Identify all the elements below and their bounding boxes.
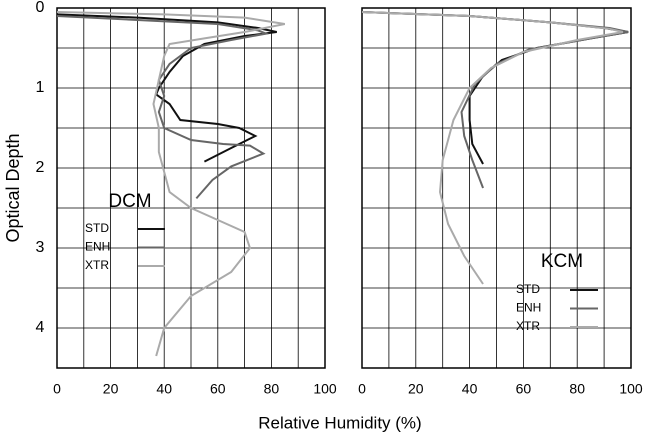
y-tick-label: 1 (36, 79, 45, 96)
x-tick-label: 100 (619, 381, 643, 397)
legend-title: DCM (108, 191, 151, 212)
x-tick-label: 0 (53, 381, 61, 397)
y-tick-label: 4 (36, 319, 45, 336)
data-line (361, 11, 624, 285)
x-tick-label: 80 (264, 381, 280, 397)
x-tick-label: 20 (408, 381, 424, 397)
y-tick-label: 0 (36, 0, 45, 16)
x-tick-label: 20 (103, 381, 119, 397)
x-tick-label: 100 (313, 381, 337, 397)
data-line (56, 15, 270, 200)
x-tick-label: 40 (156, 381, 172, 397)
x-tick-label: 80 (569, 381, 585, 397)
data-line (56, 11, 285, 357)
y-tick-label: 2 (36, 159, 45, 176)
x-tick-label: 60 (516, 381, 532, 397)
legend-label: ENH (85, 240, 110, 254)
y-tick-label: 3 (36, 239, 45, 256)
legend-label: XTR (516, 319, 540, 333)
data-line (56, 13, 277, 163)
x-tick-label: 60 (210, 381, 226, 397)
legend-label: STD (85, 221, 109, 235)
plot-frame (361, 7, 632, 369)
legend-label: STD (516, 282, 540, 296)
x-axis-label: Relative Humidity (%) (258, 413, 421, 432)
y-axis-label: Optical Depth (3, 133, 23, 242)
plot-frame (56, 7, 326, 369)
legend-title: KCM (541, 251, 583, 272)
x-tick-label: 40 (462, 381, 478, 397)
legend-label: ENH (516, 301, 541, 315)
x-tick-label: 0 (358, 381, 366, 397)
legend-label: XTR (85, 258, 109, 272)
